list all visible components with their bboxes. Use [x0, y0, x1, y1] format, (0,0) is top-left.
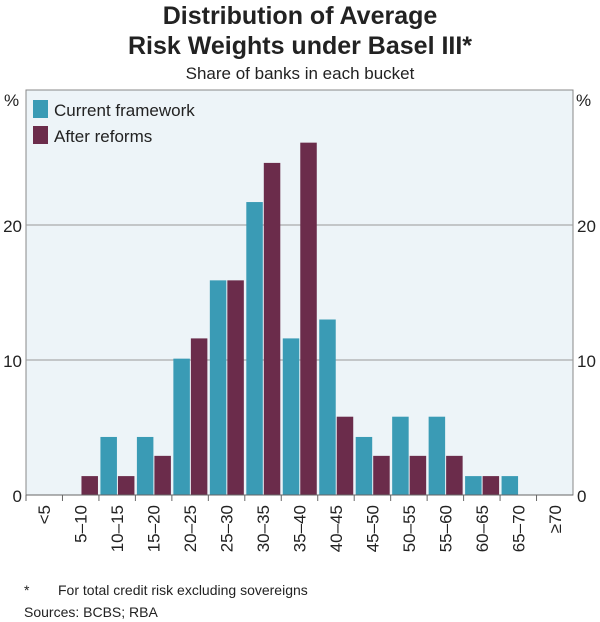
bar-after-reforms [300, 142, 317, 495]
y-tick-right: 10 [577, 352, 596, 371]
bar-after-reforms [117, 476, 135, 495]
x-tick-label: 40–45 [327, 505, 346, 552]
bar-current-framework [319, 319, 336, 495]
y-tick-right: 20 [577, 217, 596, 236]
y-label-right: % [576, 91, 591, 110]
bar-after-reforms [373, 455, 390, 495]
legend-swatch [33, 126, 48, 144]
y-label-left: % [4, 91, 19, 110]
bar-current-framework [392, 416, 409, 495]
x-tick-label: 30–35 [254, 505, 273, 552]
bar-current-framework [209, 280, 227, 495]
bar-after-reforms [336, 416, 354, 495]
bar-current-framework [428, 416, 446, 495]
bar-after-reforms [263, 162, 281, 495]
footnote: For total credit risk excluding sovereig… [58, 582, 308, 598]
bar-current-framework [501, 476, 519, 495]
bar-after-reforms [81, 476, 98, 495]
y-tick-left: 0 [13, 487, 22, 506]
legend-swatch [33, 100, 48, 118]
x-tick-label: 45–50 [363, 505, 382, 552]
bar-current-framework [246, 202, 263, 496]
x-tick-label: ≥70 [546, 505, 565, 533]
bar-current-framework [465, 476, 482, 495]
chart-subtitle: Share of banks in each bucket [185, 64, 415, 83]
bar-current-framework [355, 436, 373, 495]
chart-title-line1: Distribution of Average [162, 2, 438, 30]
x-tick-label: 35–40 [291, 505, 310, 552]
bar-after-reforms [446, 455, 463, 495]
x-tick-label: 25–30 [218, 505, 237, 552]
chart-title-line2: Risk Weights under Basel III* [127, 32, 473, 60]
x-tick-label: 50–55 [400, 505, 419, 552]
y-tick-left: 20 [3, 217, 22, 236]
bar-after-reforms [190, 338, 208, 495]
bar-current-framework [282, 338, 300, 495]
x-tick-label: 20–25 [181, 505, 200, 552]
x-tick-label: 55–60 [436, 505, 455, 552]
bar-after-reforms [154, 455, 171, 495]
legend-label: Current framework [54, 101, 195, 120]
bar-after-reforms [482, 476, 500, 495]
bar-current-framework [173, 358, 190, 495]
bar-current-framework [100, 436, 117, 495]
x-tick-label: 15–20 [145, 505, 164, 552]
x-tick-label: 10–15 [108, 505, 127, 552]
bar-after-reforms [409, 455, 427, 495]
bar-current-framework [136, 436, 154, 495]
x-tick-label: 65–70 [509, 505, 528, 552]
footnote-mark: * [24, 582, 30, 598]
bar-after-reforms [227, 280, 244, 495]
plot-background [25, 89, 574, 496]
x-tick-label: 60–65 [473, 505, 492, 552]
sources: Sources: BCBS; RBA [24, 604, 158, 620]
y-tick-left: 10 [3, 352, 22, 371]
legend-label: After reforms [54, 127, 152, 146]
x-tick-label: 5–10 [72, 505, 91, 543]
y-tick-right: 0 [577, 487, 586, 506]
x-tick-label: <5 [35, 505, 54, 524]
